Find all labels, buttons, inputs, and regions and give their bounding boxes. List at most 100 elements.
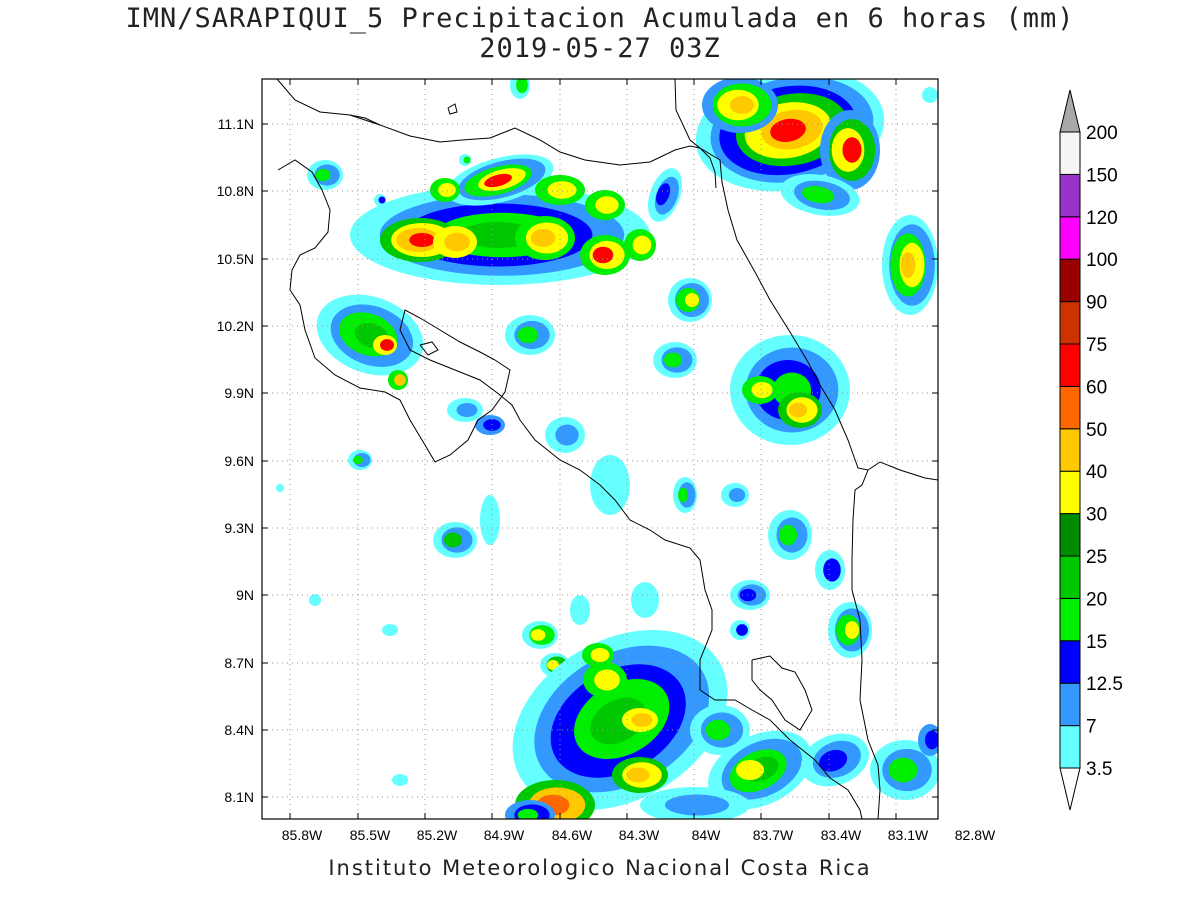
precip-contour [382, 624, 398, 636]
precip-contour [309, 594, 321, 606]
precip-cell [730, 580, 770, 610]
precip-cell [922, 87, 938, 103]
precip-contour [456, 403, 478, 417]
precip-cell [522, 621, 558, 649]
colorbar: 3.5 7 12.5 15 20 25 30 40 50 60 75 90 100 120 150 200 [1059, 89, 1123, 811]
precip-contour [547, 181, 577, 199]
precip-contour [925, 730, 938, 750]
x-tick-label: 84W [692, 827, 722, 843]
precip-contour [664, 794, 730, 816]
precip-contour [788, 402, 808, 418]
precip-contour [728, 488, 746, 502]
plot-frame [261, 78, 939, 820]
precip-cell [622, 708, 658, 732]
colorbar-label: 40 [1086, 462, 1107, 483]
precip-cell [730, 335, 850, 445]
precip-cell [742, 376, 778, 404]
precip-cell [918, 724, 938, 756]
colorbar-swatch [1059, 682, 1081, 727]
precip-cell [512, 629, 728, 811]
precip-contour [590, 455, 630, 515]
precip-contour [736, 760, 764, 780]
island-1 [447, 103, 458, 115]
precip-cell [690, 705, 750, 755]
precip-cell [612, 757, 668, 793]
precip-contour [736, 624, 748, 636]
colorbar-label: 12.5 [1086, 674, 1123, 695]
precip-cell [801, 733, 869, 787]
precip-contour [438, 183, 456, 197]
precip-contour [922, 87, 938, 103]
precip-cell [768, 510, 812, 560]
precip-cell [882, 215, 938, 315]
x-tick-label: 82.8W [955, 827, 996, 843]
precip-cell [475, 415, 505, 435]
precip-contour [842, 137, 862, 163]
precip-cell [510, 79, 530, 99]
precip-contour [845, 621, 859, 639]
precip-cell [515, 216, 575, 260]
colorbar-swatch [1059, 216, 1081, 260]
colorbar-label: 90 [1086, 293, 1107, 314]
y-tick-label: 10.5N [217, 251, 254, 267]
plot-area [261, 78, 939, 820]
precip-contour [751, 381, 773, 399]
precip-cell [309, 594, 321, 606]
grid-lines [262, 79, 938, 819]
precip-contour [484, 173, 512, 188]
footer-credit: Instituto Meteorologico Nacional Costa R… [328, 856, 872, 880]
precip-contour [392, 774, 408, 786]
colorbar-label: 20 [1086, 589, 1107, 610]
x-tick-label: 83.4W [821, 827, 862, 843]
precip-contour [663, 352, 683, 368]
colorbar-swatch [1059, 513, 1081, 557]
colorbar-swatch [1059, 131, 1081, 175]
x-tick-label: 84.6W [552, 827, 593, 843]
border-north [276, 79, 717, 189]
precip-contour [546, 660, 560, 670]
precip-contour [823, 558, 841, 582]
precip-contour [444, 232, 470, 252]
precip-cell [653, 342, 697, 378]
precip-contour [678, 487, 688, 503]
precip-contour [592, 246, 614, 264]
colorbar-label: 30 [1086, 505, 1107, 526]
colorbar-swatch [1059, 301, 1081, 345]
precip-cell [307, 160, 343, 190]
y-axis-ticks: 11.1N 10.8N 10.5N 10.2N 9.9N 9.6N 9.3N 9N 8.7N 8.… [217, 116, 938, 805]
caribbean-coast [674, 79, 938, 481]
precip-cell [276, 484, 284, 492]
precip-contour [685, 293, 699, 307]
precip-contour [517, 808, 539, 819]
precip-contour [656, 183, 671, 206]
precipitation-fields [276, 79, 938, 819]
colorbar-arrow-top [1059, 89, 1081, 133]
precip-contour [530, 228, 556, 248]
precip-contour [626, 767, 650, 783]
precip-cell [545, 417, 585, 453]
precip-cell [820, 110, 880, 190]
x-tick-label: 84.9W [484, 827, 525, 843]
precip-cell [870, 740, 938, 800]
colorbar-swatch [1059, 343, 1081, 387]
colorbar-label: 200 [1086, 123, 1118, 144]
precip-contour [443, 532, 463, 548]
colorbar-label: 150 [1086, 165, 1118, 186]
precip-cell [430, 178, 460, 202]
colorbar-swatch [1059, 258, 1081, 303]
colorbar-swatch [1059, 555, 1081, 599]
y-tick-label: 9.6N [224, 453, 254, 469]
colorbar-label: 3.5 [1086, 759, 1112, 780]
precip-cell [668, 278, 712, 322]
colorbar-swatch [1059, 725, 1081, 769]
precip-contour [394, 374, 406, 386]
precip-cell [702, 79, 778, 133]
precip-cell [348, 450, 372, 470]
precip-cell [828, 602, 872, 658]
precip-cell [583, 662, 627, 698]
precip-contour [770, 118, 806, 142]
precip-cell [373, 335, 397, 355]
precip-contour [631, 582, 659, 618]
x-tick-label: 85.5W [350, 827, 391, 843]
